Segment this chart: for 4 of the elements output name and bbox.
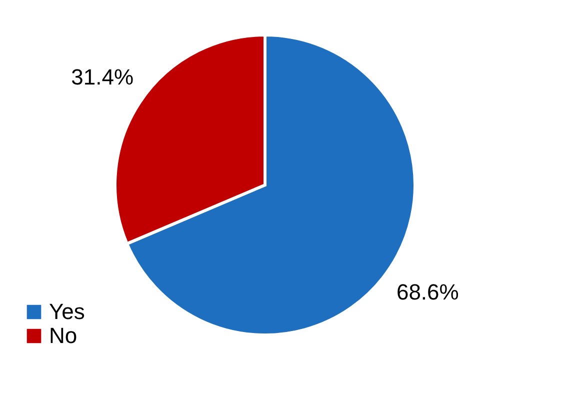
data-label: 68.6% bbox=[396, 280, 459, 305]
legend-label: No bbox=[49, 323, 78, 348]
legend-label: Yes bbox=[49, 299, 85, 324]
data-label: 31.4% bbox=[71, 64, 134, 90]
